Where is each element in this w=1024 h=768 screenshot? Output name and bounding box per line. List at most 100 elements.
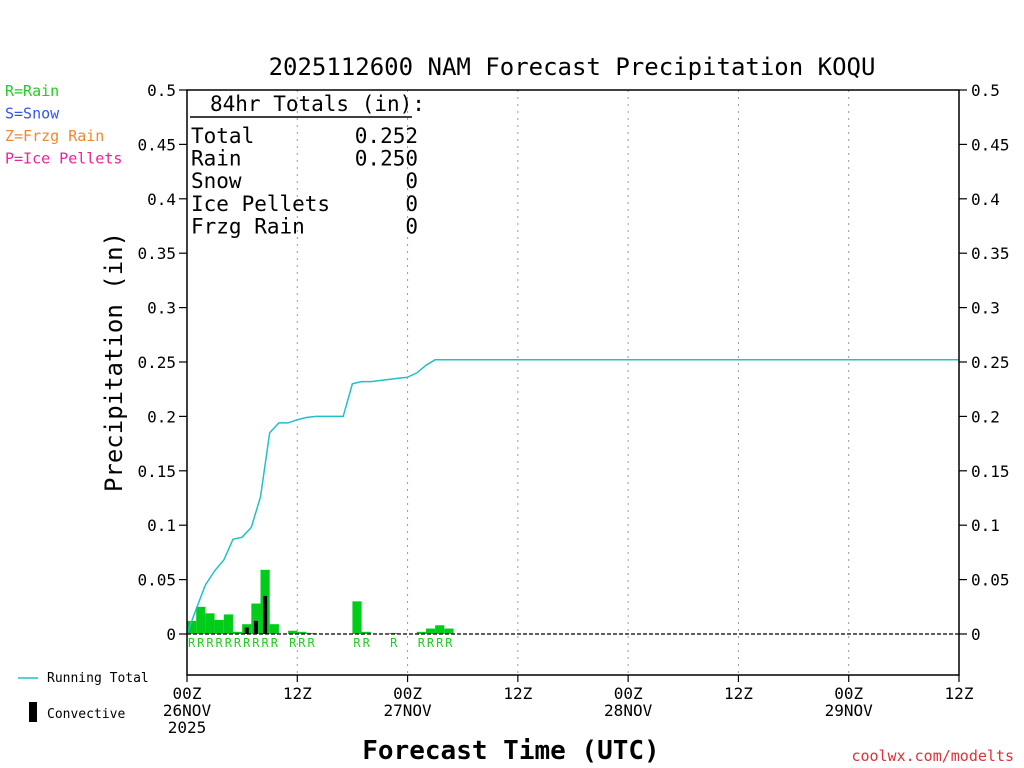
precip-bar [187,620,197,634]
y-tick-label: 0.15 [137,462,176,481]
y-tick-label: 0.1 [147,516,176,535]
convective-legend-swatch [29,702,37,722]
type-legend-item: S=Snow [5,105,60,123]
type-legend-item: P=Ice Pellets [5,150,122,168]
totals-box: 84hr Totals (in): Total 0.252 Rain 0.250 Sno… [190,92,425,238]
precip-bar [306,632,316,634]
precip-bar [196,606,206,634]
y-tick-label: 0.05 [137,571,176,590]
y-tick-label: 0 [166,625,176,644]
x-tick-label: 29NOV [825,701,874,720]
precip-type-letter: R [188,636,196,650]
precip-type-letter: R [353,636,361,650]
x-tick-label: 00Z [614,684,643,703]
precip-bar [205,613,215,634]
precip-type-letter: R [307,636,315,650]
totals-row-value: 0 [405,192,418,216]
type-legend-item: R=Rain [5,82,59,100]
precip-bars [187,569,454,634]
precip-type-letter: R [216,636,224,650]
precip-type-letter: R [363,636,371,650]
precip-bar [444,628,454,634]
precip-bar [416,631,426,634]
y-axis-label: Precipitation (in) [100,232,128,492]
totals-row-label: Snow [191,169,242,193]
precip-type-letter: R [225,636,233,650]
precip-bar [361,631,371,634]
totals-row-value: 0 [405,169,418,193]
y-tick-label-right: 0.15 [971,462,1010,481]
convective-bar [263,595,268,634]
y-tick-label-right: 0.3 [971,299,1000,318]
y-tick-label-right: 0.25 [971,353,1010,372]
precip-bar [297,631,307,634]
precip-bar [223,614,233,634]
precip-bar [352,601,362,634]
precip-type-letter: R [418,636,426,650]
y-tick-label: 0.35 [137,244,176,263]
totals-row-label: Total [191,124,254,148]
precip-bar [251,603,261,634]
y-tick-label: 0.2 [147,407,176,426]
x-tick-label: 12Z [283,684,312,703]
y-tick-label-right: 0 [971,625,981,644]
precip-type-letter: R [271,636,279,650]
precip-type-letter: R [197,636,205,650]
precip-type-letter: R [289,636,297,650]
precip-bar [214,619,224,634]
x-tick-label: 2025 [168,718,207,737]
x-tick-label: 12Z [945,684,974,703]
precip-type-letter: R [252,636,260,650]
y-tick-label-right: 0.4 [971,190,1000,209]
convective-bar [244,627,249,634]
running-total-line [186,359,959,635]
convective-legend-label: Convective [47,707,125,722]
x-tick-label: 26NOV [163,701,212,720]
x-tick-label: 00Z [834,684,863,703]
precip-type-legend: R=Rain S=Snow Z=Frzg Rain P=Ice Pellets [5,82,122,168]
vertical-gridlines [296,90,850,675]
totals-row-value: 0.250 [355,147,418,171]
y-tick-label: 0.3 [147,299,176,318]
totals-row-label: Rain [191,147,242,171]
x-tick-label: 28NOV [604,701,653,720]
y-tick-label-right: 0.1 [971,516,1000,535]
plot-frame [186,89,960,676]
x-axis-label: Forecast Time (UTC) [362,736,659,766]
precip-type-letter: R [234,636,242,650]
totals-row-value: 0 [405,214,418,238]
y-tick-label-right: 0.5 [971,81,1000,100]
totals-row-label: Frzg Rain [191,214,305,238]
y-tick-label-right: 0.35 [971,244,1010,263]
chart-title: 2025112600 NAM Forecast Precipitation KO… [269,53,876,81]
x-tick-label: 00Z [393,684,422,703]
convective-bar [253,620,258,634]
y-tick-label: 0.25 [137,353,176,372]
precip-type-letter: R [445,636,453,650]
y-tick-label: 0.45 [137,135,176,154]
precip-type-letter: R [427,636,435,650]
y-tick-label-right: 0.2 [971,407,1000,426]
y-axis-ticks: 0 00.05 0.050.1 0.10.15 0.150.2 0.20.25 0.250.… [137,81,1009,644]
precip-type-letter: R [436,636,444,650]
running-total-legend-label: Running Total [47,671,149,686]
precip-type-letter: R [206,636,214,650]
precip-type-letter: R [298,636,306,650]
y-tick-label-right: 0.05 [971,571,1010,590]
precip-bar [435,625,445,634]
y-tick-label-right: 0.45 [971,135,1010,154]
credit-text: coolwx.com/modelts [851,747,1014,765]
x-tick-label: 00Z [173,684,202,703]
type-legend-item: Z=Frzg Rain [5,127,104,145]
totals-row-label: Ice Pellets [191,192,330,216]
x-tick-label: 27NOV [383,701,432,720]
totals-row-value: 0.252 [355,124,418,148]
x-tick-label: 12Z [503,684,532,703]
y-tick-label: 0.5 [147,81,176,100]
totals-header: 84hr Totals (in): [210,92,425,116]
series-legend: Running Total Convective [18,671,149,722]
x-tick-label: 12Z [724,684,753,703]
